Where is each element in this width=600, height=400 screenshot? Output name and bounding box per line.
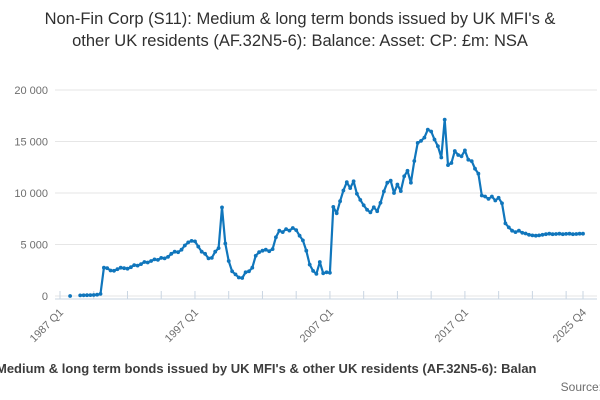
series-markers [68, 117, 585, 298]
source-label: Source: [560, 380, 600, 394]
y-tick-label: 10 000 [14, 188, 48, 200]
x-axis-labels: 1987 Q1 1997 Q1 2007 Q1 2017 Q1 2025 Q4 [28, 307, 589, 345]
x-tick-label: 2017 Q1 [433, 307, 471, 345]
y-tick-label: 5 000 [20, 240, 48, 252]
x-axis-ticks [59, 291, 584, 299]
x-tick-label: 1997 Q1 [163, 307, 201, 345]
y-tick-label: 0 [42, 291, 48, 303]
y-tick-label: 15 000 [14, 137, 48, 149]
x-tick-label: 2007 Q1 [298, 307, 336, 345]
series-legend-label: Medium & long term bonds issued by UK MF… [0, 361, 537, 376]
y-axis-labels: 0 5 000 10 000 15 000 20 000 [14, 85, 48, 303]
x-tick-label: 2025 Q4 [551, 307, 589, 345]
x-tick-label: 1987 Q1 [28, 307, 66, 345]
chart-title: Non-Fin Corp (S11): Medium & long term b… [44, 10, 556, 50]
y-gridlines [55, 89, 597, 297]
y-tick-label: 20 000 [14, 85, 48, 97]
